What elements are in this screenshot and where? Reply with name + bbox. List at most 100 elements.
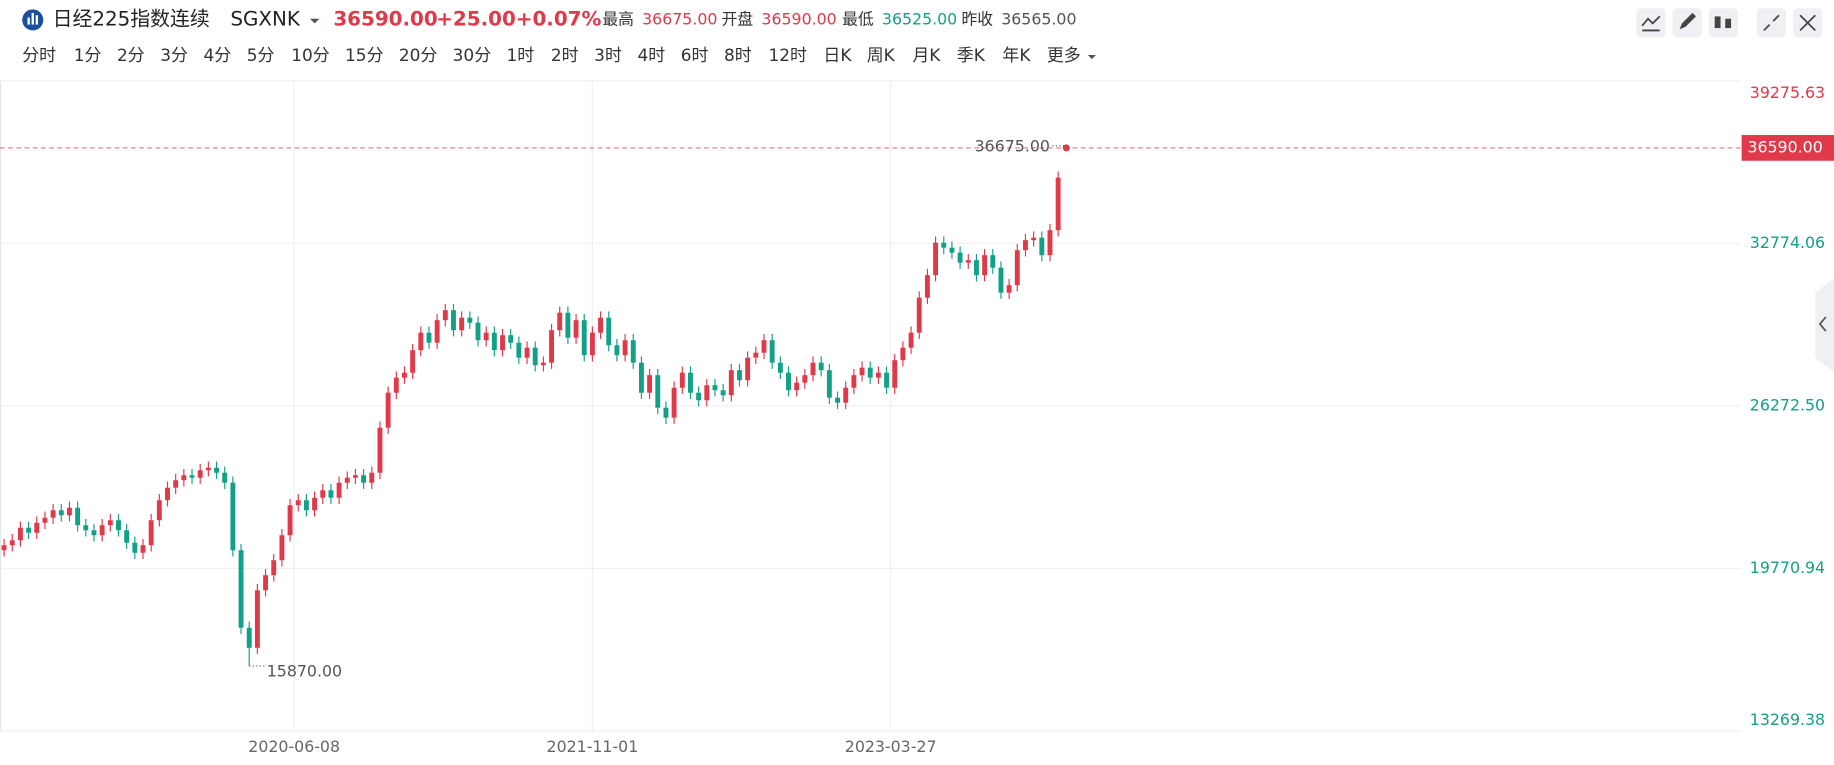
candle-body [34, 522, 40, 533]
candle-body [205, 467, 211, 471]
interval-tab[interactable]: 15分 [345, 45, 384, 65]
candle-body [83, 525, 89, 531]
candle-body [42, 517, 48, 523]
candle-body [214, 467, 219, 473]
interval-tab[interactable]: 分时 [22, 45, 56, 65]
candle-body [1039, 237, 1045, 256]
candle-body [344, 477, 350, 483]
interval-tab[interactable]: 5分 [247, 45, 275, 65]
candle-body [50, 510, 56, 518]
interval-tab[interactable]: 30分 [453, 45, 492, 65]
candle-body [973, 260, 979, 276]
candle-body [540, 362, 546, 366]
interval-tab[interactable]: 1分 [74, 45, 102, 65]
candle-body [402, 372, 407, 378]
interval-tab[interactable]: 20分 [399, 45, 438, 65]
candle-body [761, 340, 767, 353]
stat-value: 36590.00 [761, 9, 836, 28]
candle-body [565, 312, 571, 338]
interval-tab[interactable]: 年K [1002, 45, 1031, 65]
stat-label: 最高 [602, 9, 634, 28]
y-tick-label: 19770.94 [1750, 558, 1825, 577]
interval-tab[interactable]: 8时 [724, 45, 752, 65]
candle-body [581, 320, 587, 356]
interval-tab[interactable]: 10分 [291, 45, 330, 65]
interval-tab[interactable]: 4时 [637, 45, 665, 65]
candle-body [181, 475, 187, 481]
candle-body [704, 385, 710, 401]
tool-button[interactable] [1756, 8, 1787, 38]
interval-tab[interactable]: 6时 [681, 45, 709, 65]
candle-body [369, 472, 375, 483]
candle-body [728, 370, 734, 396]
interval-tab[interactable]: 日K [823, 45, 852, 65]
candle-body [189, 475, 195, 478]
interval-tab[interactable]: 2时 [551, 45, 579, 65]
interval-tab[interactable]: 3分 [160, 45, 188, 65]
tool-button[interactable] [1708, 8, 1739, 38]
interval-tab[interactable]: 12时 [768, 45, 807, 65]
side-tab[interactable] [1815, 278, 1834, 372]
candle-body [442, 310, 448, 321]
candle-body [328, 490, 334, 498]
interval-tab[interactable]: 4分 [204, 45, 232, 65]
candle-body [549, 330, 554, 363]
candle-body [17, 527, 23, 541]
candle-body [475, 322, 481, 341]
candle-body [1, 545, 7, 551]
candle-body [287, 505, 293, 536]
candle-body [982, 255, 988, 276]
interval-tab[interactable]: 月K [912, 45, 941, 65]
interval-tab[interactable]: 2分 [117, 45, 145, 65]
candle-body [279, 535, 285, 561]
interval-tab[interactable]: 季K [957, 45, 986, 65]
candle-body [647, 375, 653, 393]
candle-body [941, 242, 947, 248]
last-price-dot [1062, 144, 1070, 152]
dropdown-caret[interactable] [309, 18, 320, 24]
y-tick-label: 13269.38 [1750, 710, 1825, 729]
x-tick-label: 2023-03-27 [845, 737, 937, 756]
candle-body [655, 375, 661, 408]
candle-body [303, 500, 309, 511]
symbol-code[interactable]: SGXNK [230, 7, 301, 30]
candle-body [140, 545, 146, 553]
candle-body [165, 487, 170, 501]
candle-body [826, 370, 832, 398]
candle-body [295, 500, 301, 506]
more-caret [1087, 55, 1096, 60]
candle-body [745, 357, 751, 381]
candle-body [892, 360, 898, 388]
candle-body [720, 390, 726, 396]
candle-body [908, 332, 914, 348]
candle-body [679, 372, 685, 388]
candle-body [173, 480, 179, 488]
title: 日经225指数连续 [53, 7, 210, 30]
stat-value: 36565.00 [1001, 9, 1076, 28]
candle-body [589, 332, 595, 356]
candle-body [573, 320, 579, 338]
candle-body [67, 507, 72, 516]
candle-body [116, 520, 121, 531]
candle-body [271, 560, 277, 576]
interval-tab[interactable]: 更多 [1047, 45, 1081, 65]
interval-tab[interactable]: 1时 [506, 45, 534, 65]
candle-body [516, 342, 522, 358]
candle-body [352, 475, 358, 478]
interval-tab[interactable]: 周K [867, 45, 896, 65]
candle-body [336, 482, 342, 498]
candle-body [524, 347, 530, 358]
candle-body [107, 520, 113, 526]
candle-body [320, 490, 326, 498]
candle-body [418, 332, 424, 351]
interval-tab[interactable]: 3时 [594, 45, 622, 65]
candle-body [990, 255, 996, 268]
candle-body [753, 352, 759, 358]
candle-body [949, 247, 955, 253]
plot-area: 13269.38 19770.94 26272.50 32774.06 39275.63… [0, 80, 1834, 756]
candle-body [916, 297, 922, 333]
candle-body [794, 382, 800, 391]
candle-body [1031, 237, 1037, 241]
price: 36590.00 [333, 7, 437, 30]
